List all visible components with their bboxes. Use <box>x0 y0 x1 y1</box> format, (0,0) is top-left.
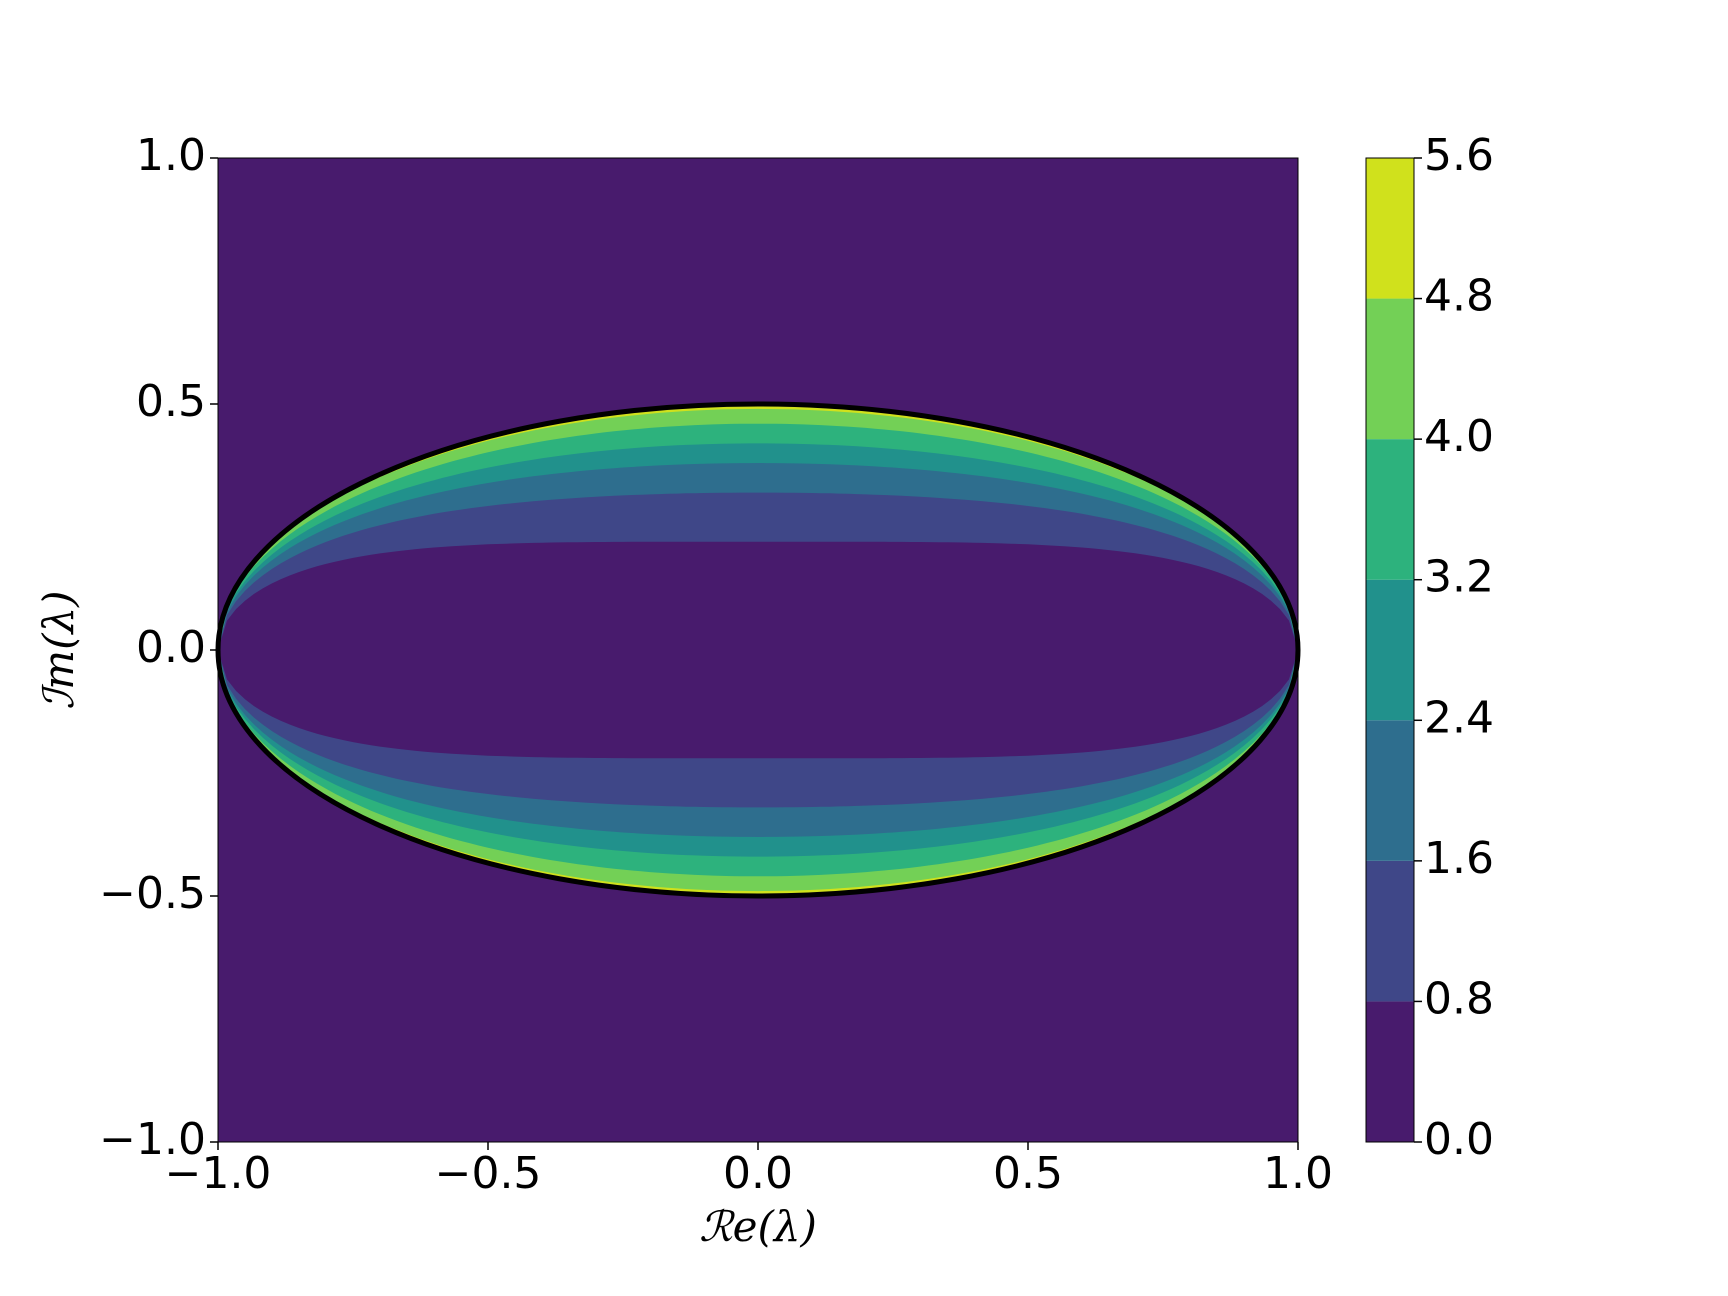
colorbar-tick-label: 3.2 <box>1424 552 1494 603</box>
x-axis-label: ℛe(λ) <box>699 1202 817 1251</box>
x-tick-label: −1.0 <box>165 1148 272 1199</box>
x-tick-label: 0.0 <box>723 1148 793 1199</box>
colorbar-segment <box>1366 439 1414 580</box>
x-tick-label: 1.0 <box>1263 1148 1333 1199</box>
colorbar-tick-label: 4.8 <box>1424 271 1494 322</box>
x-tick-label: 0.5 <box>993 1148 1063 1199</box>
y-tick-label: 0.5 <box>136 376 206 427</box>
colorbar-tick-label: 0.8 <box>1424 973 1494 1024</box>
y-tick-label: −1.0 <box>99 1114 206 1165</box>
colorbar-tick-label: 4.0 <box>1424 411 1494 462</box>
colorbar-tick-label: 5.6 <box>1424 130 1494 181</box>
colorbar-segment <box>1366 860 1414 1002</box>
colorbar-tick-label: 2.4 <box>1424 692 1494 743</box>
colorbar-segment <box>1366 1001 1414 1142</box>
colorbar-segment <box>1366 720 1414 861</box>
y-axis-label: ℐm(λ) <box>34 591 83 710</box>
y-tick-label: 1.0 <box>136 130 206 181</box>
colorbar-tick-label: 0.0 <box>1424 1114 1494 1165</box>
colorbar-segment <box>1366 579 1414 721</box>
contour-band <box>218 541 1298 759</box>
colorbar-segment <box>1366 298 1414 440</box>
colorbar-tick-label: 1.6 <box>1424 833 1494 884</box>
x-tick-label: −0.5 <box>435 1148 542 1199</box>
y-tick-label: 0.0 <box>136 622 206 673</box>
colorbar-frame <box>1365 157 1415 1143</box>
colorbar-segment <box>1366 158 1414 299</box>
y-tick-label: −0.5 <box>99 868 206 919</box>
